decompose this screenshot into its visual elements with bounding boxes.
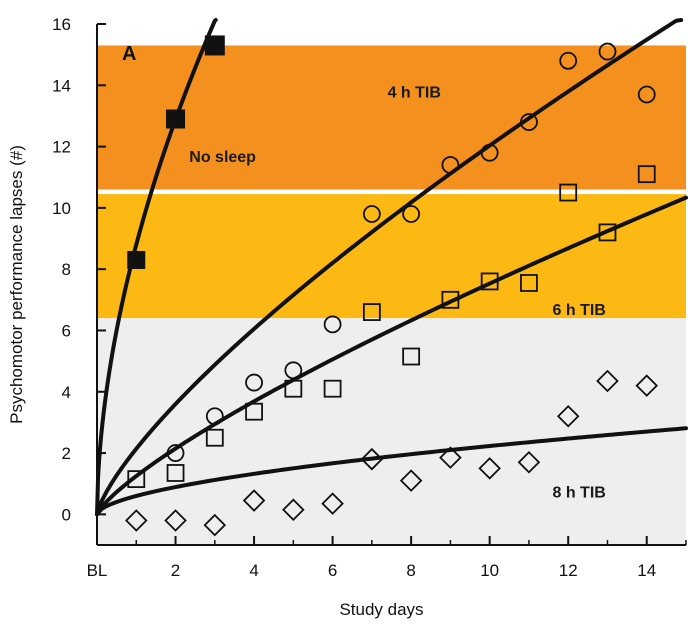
point-4-h-tib	[637, 85, 656, 104]
x-tick-label: 14	[637, 561, 656, 580]
point-4-h-tib	[284, 361, 303, 380]
point-8-h-tib	[478, 457, 501, 480]
point-4-h-tib	[323, 315, 342, 334]
y-tick-label: 16	[52, 15, 71, 34]
point-6-h-tib	[127, 470, 146, 489]
axes: BL 2 4 6 8 10 12 14 0 2 4 6 8 10 12 14 16 Study days Psych…	[7, 15, 687, 619]
y-tick-label: 6	[62, 321, 71, 340]
point-4-h-tib	[362, 205, 381, 223]
point-6-h-tib	[598, 223, 617, 242]
point-8-h-tib	[164, 509, 187, 532]
point-8-h-tib	[439, 446, 462, 469]
y-tick-label: 2	[62, 444, 71, 463]
point-no-sleep	[204, 35, 225, 56]
band-2	[97, 318, 686, 545]
point-8-h-tib	[282, 498, 305, 522]
fit-curve-no-sleep	[95, 18, 218, 517]
point-6-h-tib	[441, 290, 460, 309]
y-axis-title: Psychomotor performance lapses (#)	[7, 145, 26, 424]
point-6-h-tib	[323, 379, 342, 398]
point-6-h-tib	[205, 428, 224, 447]
fit-curves	[95, 18, 688, 517]
x-tick-label: 10	[480, 561, 499, 580]
point-4-h-tib	[166, 444, 185, 462]
x-tick-label: 2	[171, 561, 180, 580]
y-tick-label: 10	[52, 199, 71, 218]
x-tick-label: 12	[559, 561, 578, 580]
data-points	[124, 35, 659, 537]
point-4-h-tib	[520, 113, 538, 131]
point-4-h-tib	[402, 205, 421, 223]
y-tick-label: 14	[52, 76, 71, 95]
x-tick-label: 8	[406, 561, 415, 580]
point-4-h-tib	[559, 51, 578, 70]
fit-curve-8-h-tib	[95, 426, 688, 517]
point-8-h-tib	[635, 374, 659, 397]
point-8-h-tib	[596, 369, 619, 393]
annotation-label: 4 h TIB	[388, 85, 441, 102]
fit-curve-4-h-tib	[95, 18, 684, 517]
point-8-h-tib	[203, 513, 227, 537]
point-6-h-tib	[480, 272, 499, 291]
fit-curve-6-h-tib	[95, 195, 688, 517]
point-4-h-tib	[441, 156, 460, 174]
point-6-h-tib	[362, 303, 381, 321]
x-tick-label: BL	[87, 561, 108, 580]
point-8-h-tib	[321, 492, 344, 515]
y-tick-label: 8	[62, 260, 71, 279]
y-tick-label: 12	[52, 138, 71, 157]
point-6-h-tib	[402, 347, 421, 366]
point-4-h-tib	[598, 42, 617, 61]
y-tick-label: 4	[62, 383, 71, 402]
point-no-sleep	[127, 250, 146, 269]
point-6-h-tib	[559, 183, 578, 202]
point-6-h-tib	[520, 274, 538, 292]
x-tick-label: 6	[328, 561, 337, 580]
point-6-h-tib	[637, 165, 656, 184]
panel-label: A	[122, 43, 136, 65]
point-8-h-tib	[517, 450, 541, 474]
point-6-h-tib	[245, 402, 263, 421]
point-6-h-tib	[284, 379, 303, 398]
annotations: No sleep 4 h TIB 6 h TIB 8 h TIB A	[122, 43, 606, 501]
annotation-label: 8 h TIB	[552, 484, 605, 501]
point-8-h-tib	[124, 509, 148, 532]
point-4-h-tib	[245, 373, 263, 392]
point-8-h-tib	[399, 469, 423, 492]
band-1	[97, 194, 686, 319]
x-tick-label: 4	[249, 561, 258, 580]
point-6-h-tib	[166, 464, 185, 482]
y-tick-label: 0	[62, 505, 71, 524]
annotation-label: 6 h TIB	[552, 302, 605, 319]
x-axis-title: Study days	[339, 600, 423, 619]
point-4-h-tib	[205, 407, 224, 426]
point-no-sleep	[166, 109, 186, 129]
point-8-h-tib	[242, 489, 266, 512]
band-0	[97, 45, 686, 190]
point-4-h-tib	[480, 143, 499, 162]
background-bands	[97, 45, 686, 545]
point-8-h-tib	[556, 405, 580, 428]
annotation-label: No sleep	[189, 149, 256, 166]
point-8-h-tib	[360, 447, 384, 471]
